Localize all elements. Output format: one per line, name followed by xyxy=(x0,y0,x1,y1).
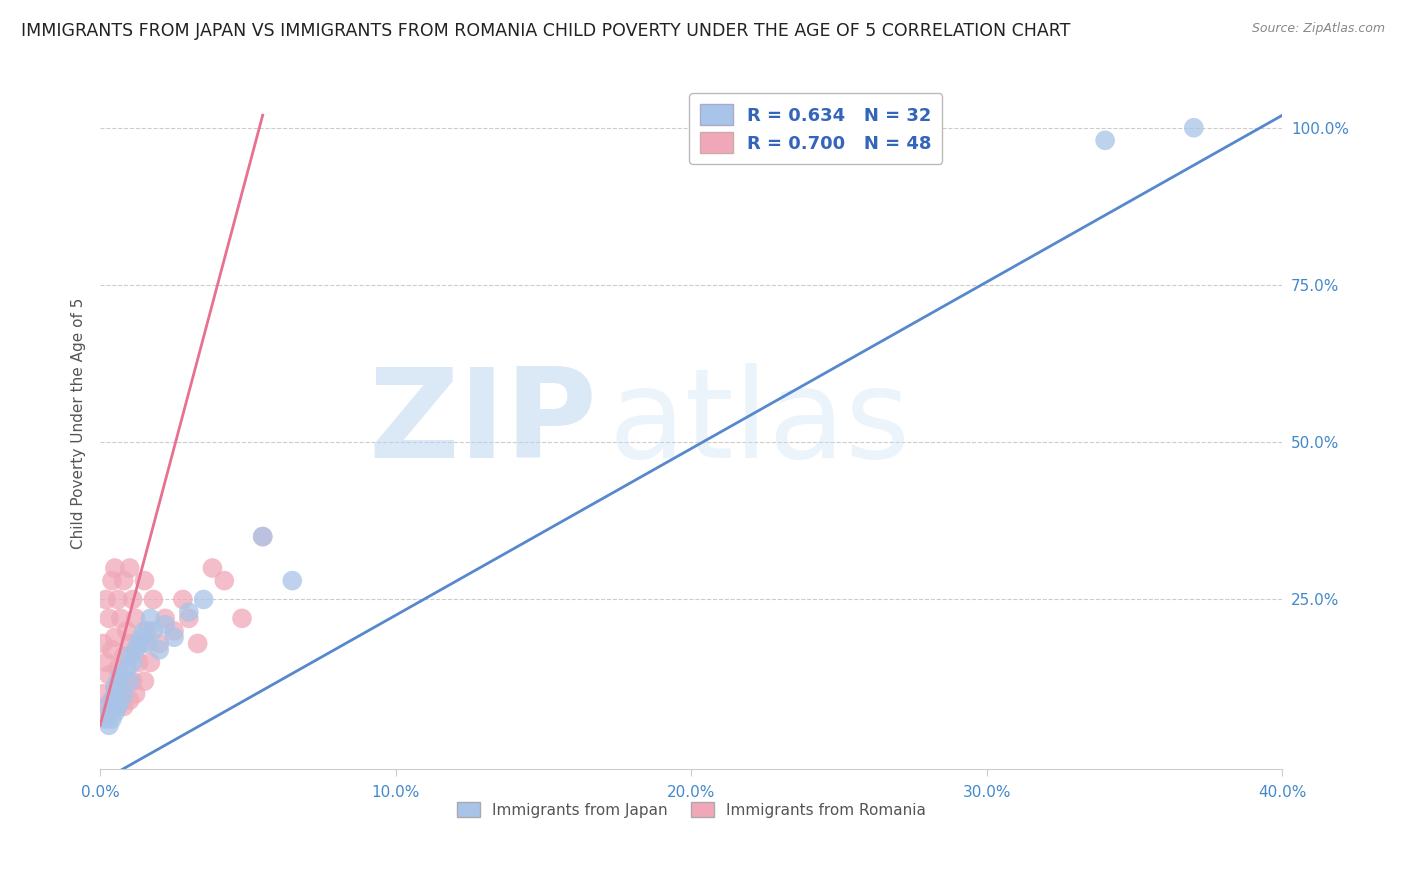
Point xyxy=(112,649,135,664)
Point xyxy=(98,706,121,720)
Point xyxy=(110,611,132,625)
Point xyxy=(94,699,117,714)
Point xyxy=(107,662,129,676)
Text: IMMIGRANTS FROM JAPAN VS IMMIGRANTS FROM ROMANIA CHILD POVERTY UNDER THE AGE OF : IMMIGRANTS FROM JAPAN VS IMMIGRANTS FROM… xyxy=(21,22,1070,40)
Point xyxy=(104,706,127,720)
Text: ZIP: ZIP xyxy=(368,363,596,483)
Point xyxy=(94,712,117,726)
Point xyxy=(252,530,274,544)
Point xyxy=(128,656,150,670)
Point xyxy=(98,668,121,682)
Point xyxy=(104,681,127,695)
Point xyxy=(193,592,215,607)
Point xyxy=(124,611,146,625)
Point xyxy=(118,561,141,575)
Point xyxy=(201,561,224,575)
Y-axis label: Child Poverty Under the Age of 5: Child Poverty Under the Age of 5 xyxy=(72,298,86,549)
Point xyxy=(153,617,176,632)
Point xyxy=(134,574,156,588)
Point xyxy=(91,687,114,701)
Point xyxy=(131,630,153,644)
Point xyxy=(98,699,121,714)
Point xyxy=(214,574,236,588)
Point xyxy=(134,674,156,689)
Point xyxy=(115,624,138,638)
Point xyxy=(94,592,117,607)
Point xyxy=(231,611,253,625)
Point xyxy=(104,561,127,575)
Text: Source: ZipAtlas.com: Source: ZipAtlas.com xyxy=(1251,22,1385,36)
Point xyxy=(118,693,141,707)
Point xyxy=(112,699,135,714)
Point xyxy=(118,674,141,689)
Text: atlas: atlas xyxy=(609,363,911,483)
Point xyxy=(104,630,127,644)
Point xyxy=(1182,120,1205,135)
Point xyxy=(281,574,304,588)
Point xyxy=(172,592,194,607)
Point xyxy=(107,699,129,714)
Point xyxy=(107,592,129,607)
Point xyxy=(163,630,186,644)
Point xyxy=(121,674,143,689)
Point xyxy=(101,693,124,707)
Point xyxy=(128,636,150,650)
Point xyxy=(118,636,141,650)
Point xyxy=(107,674,129,689)
Point xyxy=(115,674,138,689)
Point xyxy=(139,656,162,670)
Point xyxy=(134,624,156,638)
Point xyxy=(142,624,165,638)
Legend: Immigrants from Japan, Immigrants from Romania: Immigrants from Japan, Immigrants from R… xyxy=(451,796,932,824)
Point xyxy=(101,574,124,588)
Point xyxy=(163,624,186,638)
Point xyxy=(136,624,159,638)
Point xyxy=(118,649,141,664)
Point xyxy=(124,687,146,701)
Point xyxy=(98,611,121,625)
Point xyxy=(136,636,159,650)
Point xyxy=(131,636,153,650)
Point xyxy=(121,592,143,607)
Point xyxy=(101,693,124,707)
Point xyxy=(110,668,132,682)
Point xyxy=(101,642,124,657)
Point xyxy=(110,687,132,701)
Point xyxy=(124,642,146,657)
Point xyxy=(177,611,200,625)
Point xyxy=(1094,133,1116,147)
Point xyxy=(121,656,143,670)
Point xyxy=(101,712,124,726)
Point xyxy=(177,605,200,619)
Point xyxy=(153,611,176,625)
Point xyxy=(91,636,114,650)
Point xyxy=(252,530,274,544)
Point xyxy=(139,611,162,625)
Point xyxy=(148,642,170,657)
Point xyxy=(112,574,135,588)
Point xyxy=(142,592,165,607)
Point xyxy=(115,662,138,676)
Point xyxy=(98,718,121,732)
Point xyxy=(107,699,129,714)
Point xyxy=(112,687,135,701)
Point xyxy=(148,636,170,650)
Point xyxy=(94,656,117,670)
Point xyxy=(187,636,209,650)
Point xyxy=(110,693,132,707)
Point xyxy=(104,681,127,695)
